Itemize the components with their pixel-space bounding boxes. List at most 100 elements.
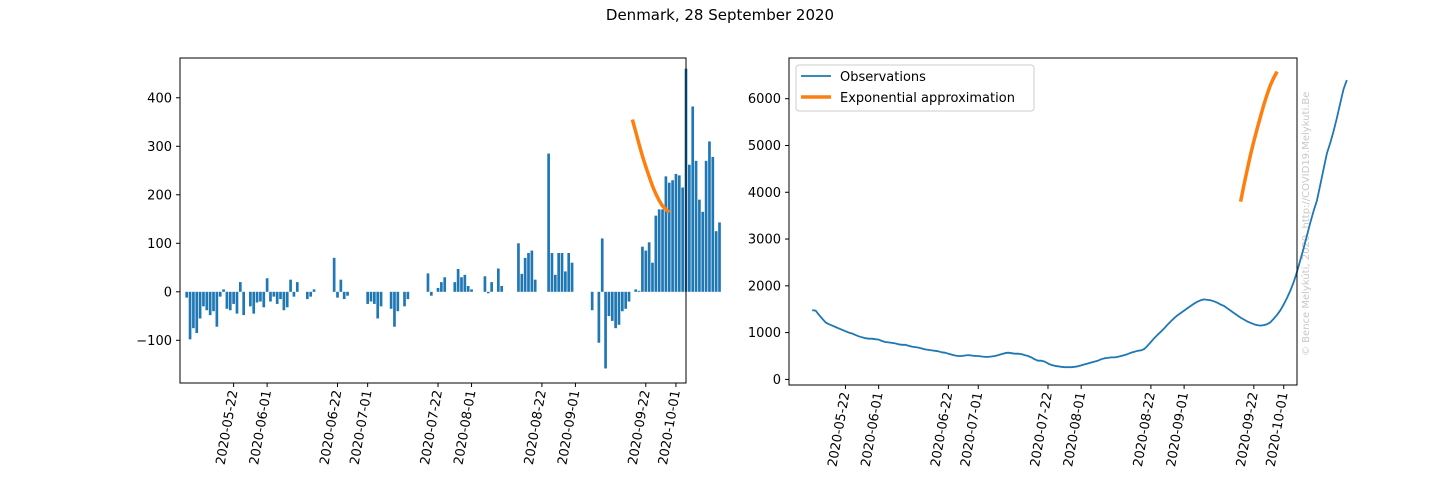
line-chart-x-tick-label: 2020-09-01 <box>1164 391 1192 468</box>
bar <box>255 291 259 303</box>
bar <box>463 274 467 292</box>
line-chart-x-tick-label: 2020-07-22 <box>1028 391 1056 468</box>
bar <box>269 291 272 302</box>
line-chart-x-tick-label: 2020-08-01 <box>1061 391 1089 468</box>
bar <box>195 291 199 334</box>
bar-chart-x-tick-label: 2020-08-01 <box>452 389 480 466</box>
bar <box>527 253 530 292</box>
bar <box>396 291 400 312</box>
bar <box>677 175 681 292</box>
bar <box>624 291 628 309</box>
bar <box>192 291 195 329</box>
bar-chart-x-tick-label: 2020-09-01 <box>555 389 583 466</box>
bar <box>259 291 262 302</box>
bar <box>570 262 574 292</box>
bar-chart-x-tick-label: 2020-07-22 <box>418 389 446 466</box>
bar <box>336 291 339 298</box>
bar <box>567 253 571 292</box>
line-chart-frame <box>788 57 1298 386</box>
figure-title: Denmark, 28 September 2020 <box>605 6 835 24</box>
bar <box>604 291 607 369</box>
bar <box>533 279 537 292</box>
bar <box>262 291 266 308</box>
bar <box>453 282 457 292</box>
bar <box>202 291 205 307</box>
observations-line <box>812 79 1348 369</box>
bar <box>272 291 276 297</box>
bar <box>332 257 336 292</box>
line-chart-x-tick-label: 2020-06-22 <box>928 391 956 468</box>
approximation-line <box>1238 70 1279 202</box>
bar <box>222 289 225 292</box>
bar <box>292 291 296 297</box>
bar <box>671 180 674 292</box>
bar <box>309 291 313 297</box>
bar-chart-y-tick-label: 300 <box>147 140 172 155</box>
bar-chart-frame <box>179 57 687 384</box>
legend-label-approximation: Exponential approximation <box>840 91 1015 106</box>
bar-chart-y-tick-label: 400 <box>147 91 172 106</box>
bar <box>644 250 648 292</box>
bar <box>708 141 711 292</box>
bar <box>282 291 286 311</box>
bar <box>634 289 638 292</box>
bar-chart-y-tick-label: 0 <box>164 285 172 300</box>
bar <box>600 238 604 292</box>
bar <box>429 291 433 296</box>
bar <box>238 282 242 292</box>
bar <box>597 291 601 343</box>
line-chart-x-tick-label: 2020-06-01 <box>859 391 887 468</box>
line-chart-x-tick-label: 2020-09-22 <box>1234 391 1262 468</box>
bar <box>289 279 292 292</box>
legend: Observations Exponential approximation <box>795 64 1035 112</box>
bar-chart-y-tick-label: 200 <box>147 188 172 203</box>
bar <box>225 291 229 309</box>
bar <box>718 222 721 292</box>
line-chart-x-tick-label: 2020-05-22 <box>825 391 853 468</box>
line-chart-y-tick-label: 1000 <box>748 326 781 341</box>
bar-chart-x-tick-label: 2020-07-01 <box>348 389 376 466</box>
legend-box <box>795 64 1035 112</box>
bar <box>198 291 202 319</box>
bar <box>232 291 235 304</box>
bar <box>490 282 493 292</box>
bar <box>711 156 715 292</box>
bar <box>688 164 691 292</box>
bar <box>664 176 668 292</box>
bar <box>305 291 309 300</box>
bar <box>553 274 557 292</box>
line-chart-x-tick-label: 2020-08-22 <box>1131 391 1159 468</box>
bar <box>694 160 698 292</box>
bar <box>369 291 373 302</box>
bar <box>667 182 671 292</box>
bar <box>637 290 641 292</box>
bar <box>564 271 567 292</box>
bar-chart-y-tick-label: −100 <box>136 334 172 349</box>
bar-chart-x-tick-label: 2020-05-22 <box>214 389 242 466</box>
bar <box>547 153 550 292</box>
bar <box>607 291 611 317</box>
legend-label-observations: Observations <box>840 70 926 85</box>
bar <box>674 173 678 292</box>
line-chart-y-tick-label: 4000 <box>748 186 781 201</box>
line-chart-x-tick-label: 2020-07-01 <box>958 391 986 468</box>
bar <box>557 253 561 292</box>
bar <box>647 242 651 292</box>
bar <box>436 287 440 292</box>
line-chart-y-tick-label: 2000 <box>748 279 781 294</box>
bar <box>443 277 447 292</box>
fit-line <box>630 119 671 214</box>
bar <box>714 231 718 292</box>
bar <box>641 246 644 292</box>
bar <box>560 253 564 292</box>
bar <box>456 269 460 292</box>
bar <box>373 291 376 304</box>
line-chart-y-tick-label: 0 <box>773 373 781 388</box>
bar <box>661 209 664 292</box>
bar <box>704 160 708 292</box>
bar <box>285 291 289 308</box>
bar <box>242 291 246 316</box>
line-chart-y-tick-label: 3000 <box>748 233 781 248</box>
line-chart-y-tick-label: 6000 <box>748 92 781 107</box>
